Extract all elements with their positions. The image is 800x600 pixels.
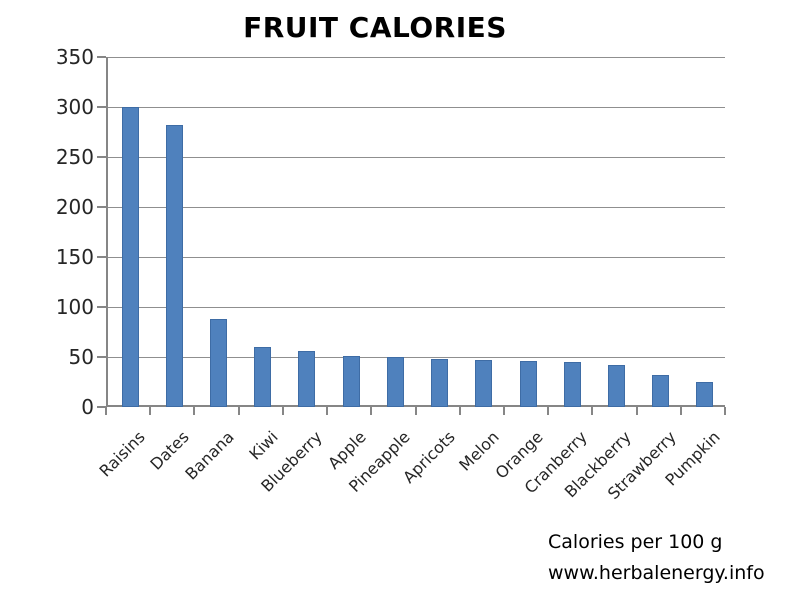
ytick-mark-200 bbox=[97, 206, 106, 208]
bar-orange bbox=[519, 361, 537, 407]
xtick-mark-6 bbox=[370, 407, 373, 415]
ytick-label-0: 0 bbox=[81, 395, 94, 419]
xtick-mark-2 bbox=[193, 407, 196, 415]
bar-pumpkin bbox=[696, 382, 714, 407]
ytick-mark-250 bbox=[97, 156, 106, 158]
bar-strawberry bbox=[652, 375, 670, 407]
bar-blueberry bbox=[298, 351, 316, 407]
ytick-label-350: 350 bbox=[55, 45, 94, 69]
xtick-mark-12 bbox=[635, 407, 638, 415]
ytick-label-100: 100 bbox=[55, 295, 94, 319]
gridline-200 bbox=[108, 207, 725, 208]
xtick-mark-9 bbox=[502, 407, 505, 415]
xtick-mark-8 bbox=[458, 407, 461, 415]
bar-dates bbox=[165, 125, 183, 407]
xtick-mark-14 bbox=[724, 407, 726, 415]
ytick-mark-300 bbox=[97, 106, 106, 108]
gridline-150 bbox=[108, 257, 725, 258]
ytick-mark-350 bbox=[97, 56, 106, 58]
xtick-mark-11 bbox=[591, 407, 594, 415]
bar-kiwi bbox=[254, 347, 272, 407]
gridline-100 bbox=[108, 307, 725, 308]
ytick-mark-100 bbox=[97, 306, 106, 308]
footnote-website: www.herbalenergy.info bbox=[548, 562, 765, 584]
xtick-mark-4 bbox=[281, 407, 284, 415]
ytick-label-50: 50 bbox=[68, 345, 94, 369]
ytick-label-300: 300 bbox=[55, 95, 94, 119]
footnote: Calories per 100 g www.herbalenergy.info bbox=[548, 531, 765, 593]
bar-cranberry bbox=[563, 362, 581, 407]
bar-pineapple bbox=[386, 357, 404, 407]
bar-apple bbox=[342, 356, 360, 407]
bar-apricots bbox=[431, 359, 449, 407]
xtick-mark-7 bbox=[414, 407, 417, 415]
xtick-mark-3 bbox=[237, 407, 240, 415]
bar-raisins bbox=[121, 107, 139, 407]
gridline-350 bbox=[108, 57, 725, 58]
xtick-mark-10 bbox=[547, 407, 550, 415]
plot-area bbox=[106, 57, 725, 407]
xtick-mark-13 bbox=[679, 407, 682, 415]
ytick-mark-50 bbox=[97, 356, 106, 358]
ytick-mark-0 bbox=[97, 406, 106, 408]
chart-title: FRUIT CALORIES bbox=[243, 11, 507, 44]
xtick-mark-1 bbox=[149, 407, 152, 415]
xtick-mark-0 bbox=[105, 407, 107, 415]
ytick-label-150: 150 bbox=[55, 245, 94, 269]
footnote-units: Calories per 100 g bbox=[548, 531, 723, 553]
bar-blackberry bbox=[607, 365, 625, 407]
xtick-mark-5 bbox=[326, 407, 329, 415]
ytick-label-250: 250 bbox=[55, 145, 94, 169]
ytick-mark-150 bbox=[97, 256, 106, 258]
gridline-50 bbox=[108, 357, 725, 358]
gridline-250 bbox=[108, 157, 725, 158]
gridline-300 bbox=[108, 107, 725, 108]
bar-banana bbox=[210, 319, 228, 407]
bar-melon bbox=[475, 360, 493, 407]
ytick-label-200: 200 bbox=[55, 195, 94, 219]
